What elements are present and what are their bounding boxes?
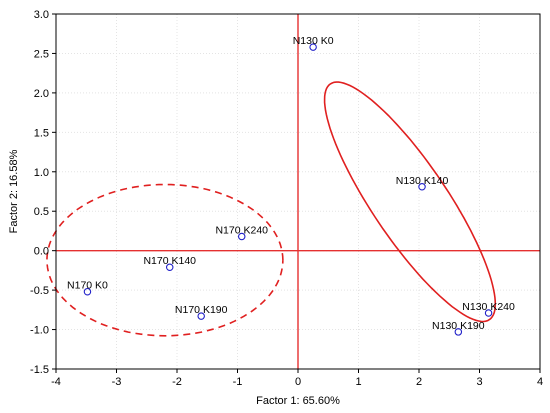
x-tick-label: -3 [112,376,122,388]
group-ellipses [46,81,497,337]
point-label: N170 K140 [143,255,196,267]
x-tick-label: 3 [476,376,482,388]
point-label: N130 K140 [396,175,449,187]
x-tick-label: 1 [355,376,361,388]
y-axis-title: Factor 2: 16.58% [8,149,20,233]
point-marker [83,287,92,296]
x-tick-label: -2 [172,376,182,388]
y-tick-label: 0.5 [34,206,49,218]
x-tick-label: 4 [537,376,543,388]
y-tick-label: -0.5 [30,285,49,297]
data-point: N170 K0 [67,280,108,296]
point-marker [418,183,426,191]
data-point: N130 K240 [462,301,515,317]
y-tick-label: -1.0 [30,325,49,337]
x-axis-ticks: -4 -3 -2 -1 0 1 2 3 4 [51,369,543,388]
y-tick-label: -1.5 [30,364,49,376]
data-point: N170 K190 [175,304,228,320]
point-label: N130 K240 [462,301,515,313]
point-marker [197,312,205,320]
point-marker [309,43,317,51]
x-axis-title: Factor 1: 65.60% [256,395,340,407]
data-point: N130 K190 [432,320,485,336]
y-axis-ticks: -1.5 -1.0 -0.5 0.0 0.5 1.0 1.5 2.0 2.5 3.0 [30,9,56,376]
y-tick-label: 2.5 [34,48,49,60]
data-point: N170 K240 [215,224,268,241]
point-marker [454,328,463,336]
point-label: N170 K0 [67,280,108,292]
data-point: N130 K140 [396,175,449,191]
data-point: N130 K0 [293,35,334,51]
x-tick-label: 2 [416,376,422,388]
y-tick-label: 0.0 [34,246,49,258]
point-label: N130 K0 [293,35,334,47]
y-tick-label: 1.0 [34,167,49,179]
ellipse-n170 [46,183,284,337]
point-marker [165,263,174,271]
y-tick-label: 2.0 [34,88,49,100]
y-tick-label: 3.0 [34,9,49,21]
point-marker [237,232,246,241]
y-tick-label: 1.5 [34,127,49,139]
data-points: N130 K0 N130 K140 N130 K240 N130 K190 N170 K… [67,35,515,336]
reference-lines [56,14,540,369]
data-point: N170 K140 [143,255,196,271]
ellipse-n130 [323,81,497,323]
point-label: N130 K190 [432,320,485,332]
point-marker [484,309,493,317]
point-label: N170 K190 [175,304,228,316]
x-tick-label: 0 [295,376,301,388]
point-label: N170 K240 [215,224,268,236]
x-tick-label: -1 [233,376,243,388]
x-tick-label: -4 [51,376,61,388]
